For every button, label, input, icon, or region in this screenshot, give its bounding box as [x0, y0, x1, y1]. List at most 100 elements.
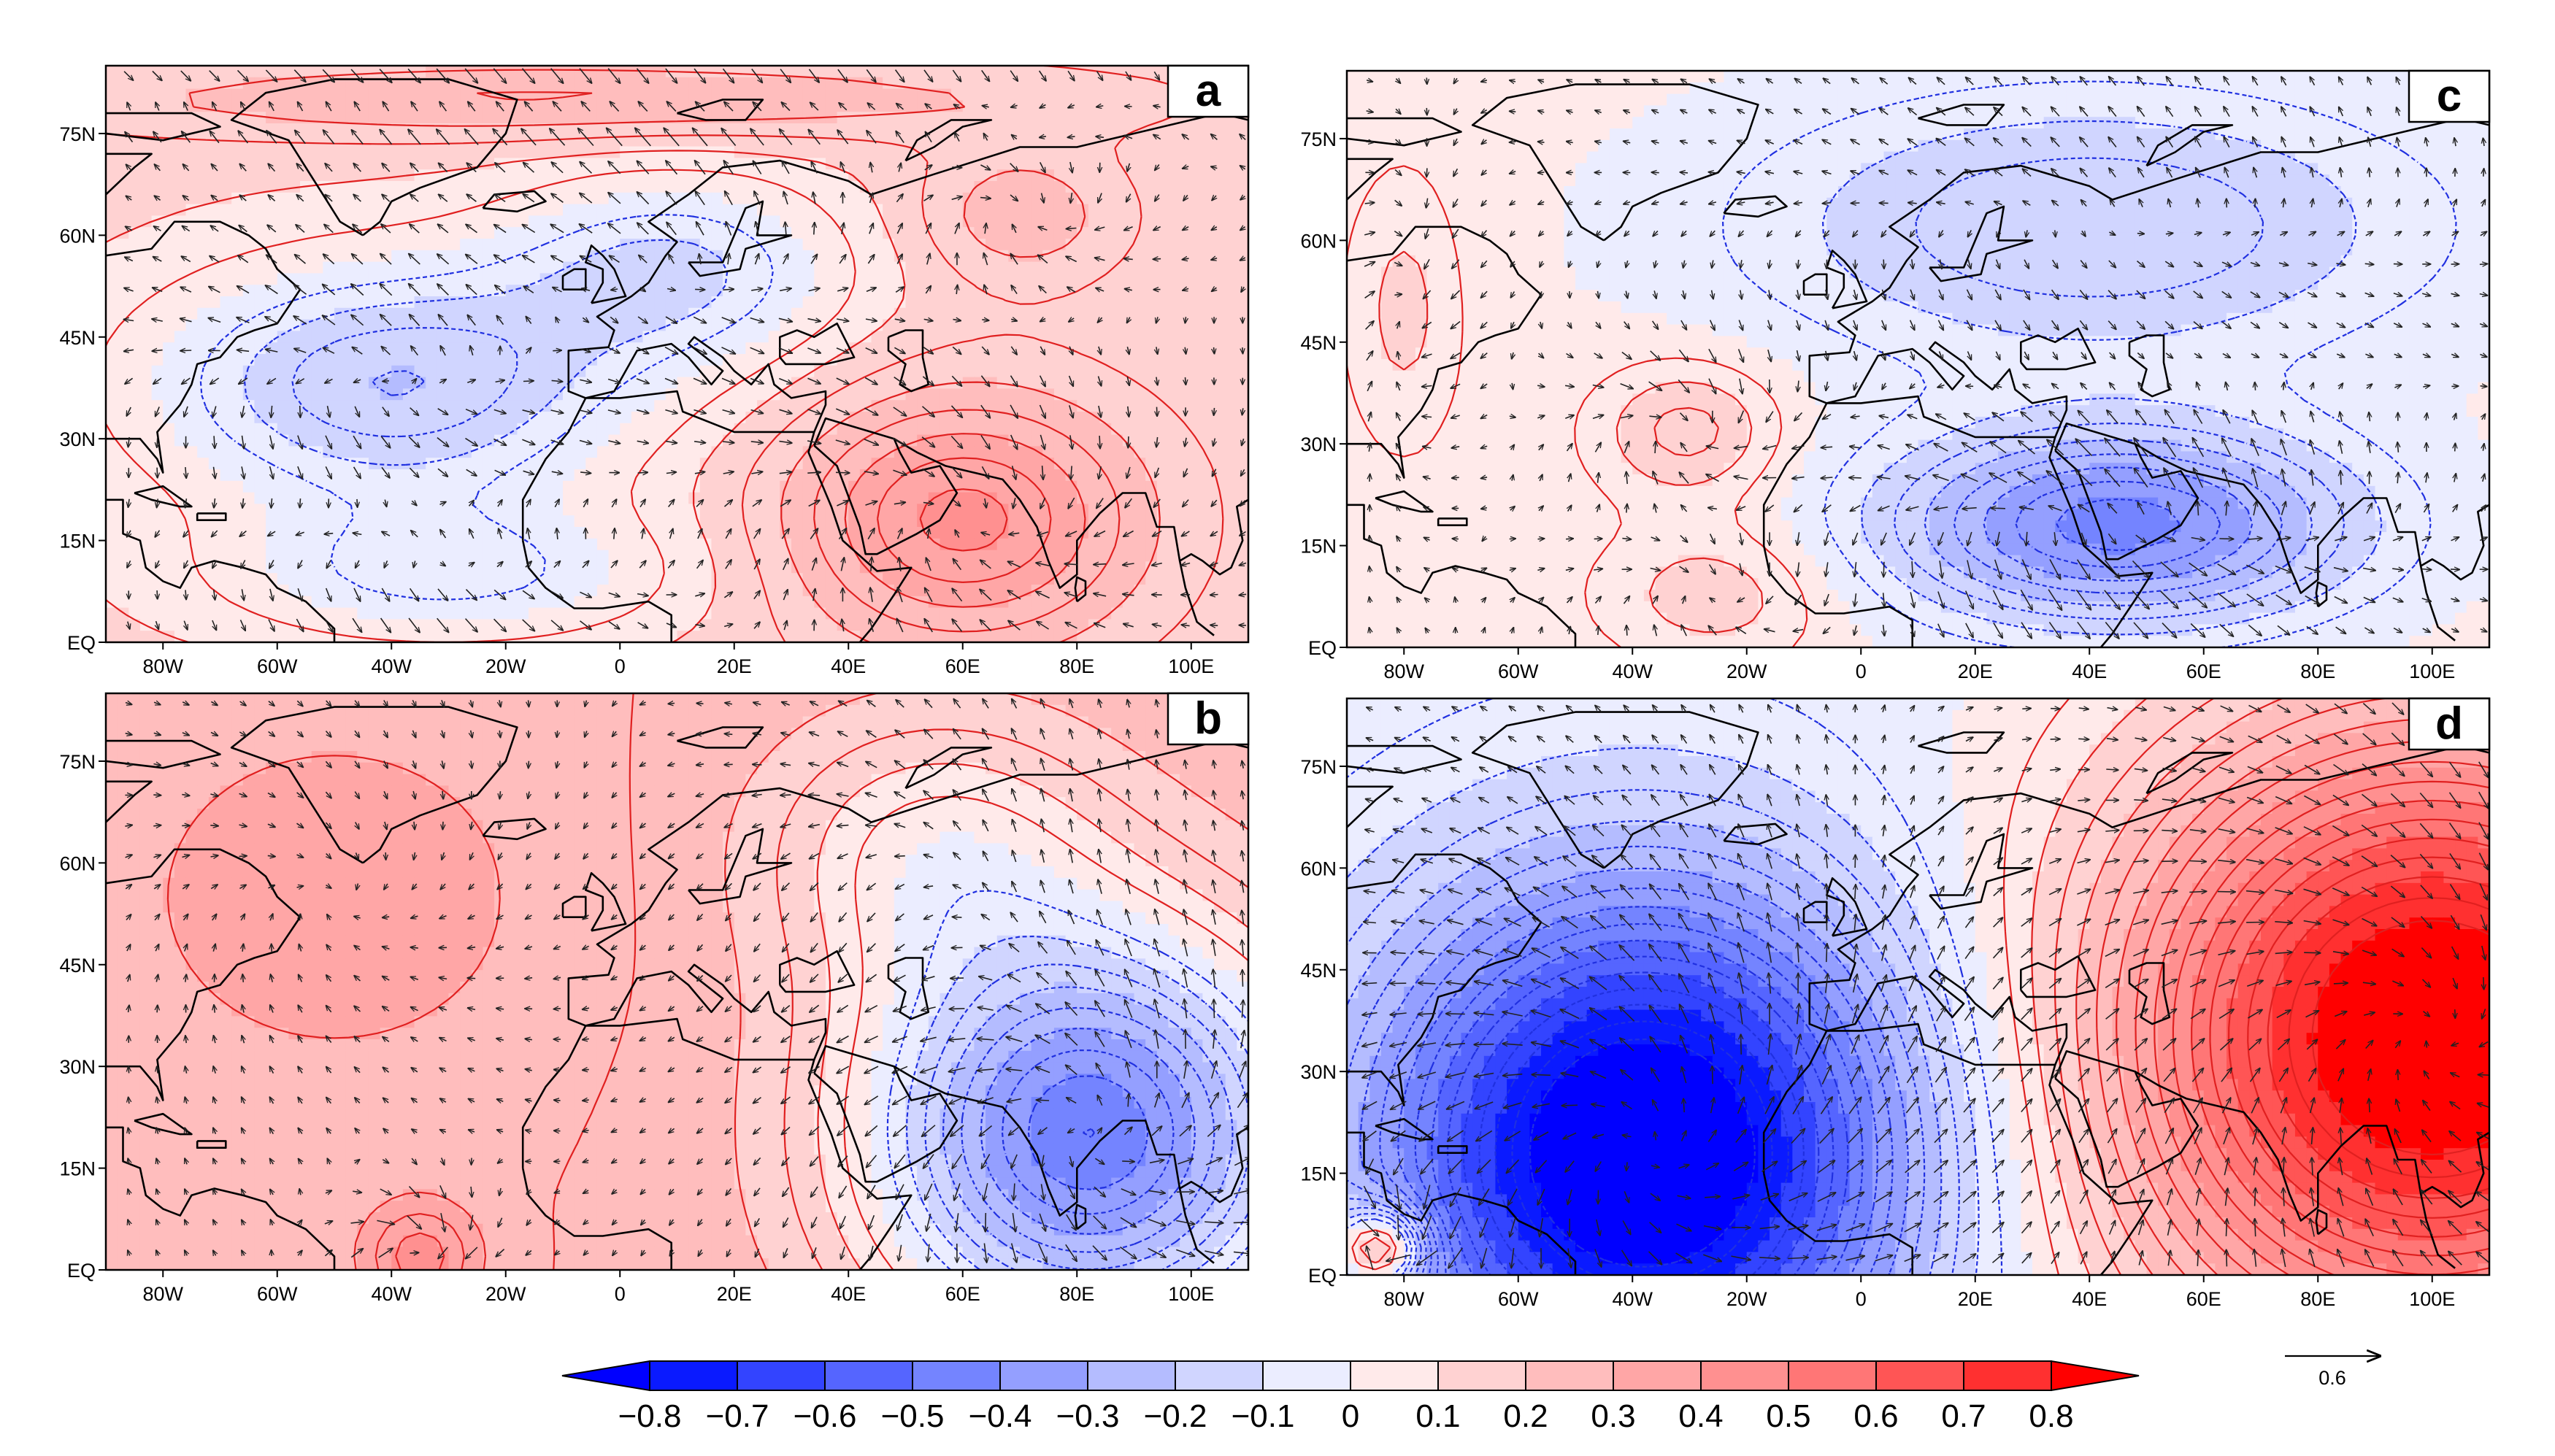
- x-tick-label: 80E: [2300, 660, 2335, 682]
- x-tick-label: 100E: [1168, 1283, 1214, 1305]
- colorbar-swatch: [649, 1360, 738, 1391]
- panel-frame: [1345, 697, 2491, 1276]
- y-tick-label: 30N: [1300, 434, 1337, 455]
- y-tick-label: 15N: [59, 531, 96, 552]
- map-panel-d: 80W 60W 40W 20W 0 20E 40E 60E 80E 100E 75N 60N 45N 30…: [1300, 697, 2491, 1310]
- colorbar-swatch: [1262, 1360, 1351, 1391]
- panel-label: c: [2437, 71, 2462, 121]
- panel-label-box: [2408, 69, 2491, 123]
- colorbar-swatch: [1350, 1360, 1439, 1391]
- wind-vectors: [1364, 77, 2488, 639]
- reference-vector: 0.6: [2285, 1356, 2380, 1389]
- y-tick-label: 30N: [59, 428, 96, 450]
- colorbar-label: 0.5: [1766, 1398, 1810, 1434]
- colorbar-label: −0.1: [1232, 1398, 1295, 1434]
- contour-lines: [1347, 80, 2457, 647]
- y-tick-label: 45N: [1300, 332, 1337, 354]
- x-tick-label: 0: [1856, 1288, 1867, 1310]
- y-tick-label: 15N: [59, 1158, 96, 1180]
- panel-frame: [104, 692, 1250, 1271]
- shaded-field: [106, 693, 1248, 1270]
- x-tick-label: 60W: [257, 1283, 298, 1305]
- shaded-field: [1347, 71, 2489, 647]
- panel-label: d: [2435, 698, 2463, 749]
- colorbar-label: 0.4: [1678, 1398, 1723, 1434]
- x-tick-label: 20W: [1726, 660, 1767, 682]
- x-tick-label: 0: [615, 655, 626, 677]
- colorbar-swatch: [737, 1360, 826, 1391]
- colorbar-label: 0.6: [1853, 1398, 1898, 1434]
- x-tick-label: 0: [1856, 660, 1867, 682]
- shaded-field: [1347, 698, 2489, 1275]
- y-tick-label: 75N: [59, 751, 96, 773]
- colorbar-swatch: [1963, 1360, 2052, 1391]
- colorbar-label: −0.8: [618, 1398, 682, 1434]
- x-tick-label: 40W: [1612, 1288, 1653, 1310]
- x-tick-label: 40W: [371, 1283, 412, 1305]
- colorbar-swatch: [1437, 1360, 1526, 1391]
- colorbar-low-end: [561, 1360, 650, 1392]
- x-tick-label: 100E: [2409, 660, 2455, 682]
- x-tick-label: 60E: [945, 655, 980, 677]
- colorbar-swatch: [1613, 1360, 1702, 1391]
- x-tick-label: 40E: [831, 655, 866, 677]
- y-tick-label: EQ: [67, 632, 96, 654]
- panel-label: b: [1194, 693, 1222, 744]
- coastlines: [1347, 711, 2489, 1275]
- x-tick-label: 60E: [2186, 1288, 2221, 1310]
- y-tick-label: 30N: [59, 1056, 96, 1078]
- x-tick-label: 20E: [717, 655, 752, 677]
- y-tick-label: 75N: [1300, 756, 1337, 778]
- panel-label-box: [1167, 64, 1250, 118]
- panel-frame: [1345, 69, 2491, 649]
- y-tick-label: 45N: [59, 327, 96, 349]
- colorbar-high-end: [2051, 1360, 2140, 1392]
- y-tick-label: 60N: [59, 225, 96, 247]
- coastlines: [1347, 83, 2489, 647]
- x-tick-label: 40E: [2072, 660, 2107, 682]
- colorbar-swatch: [1788, 1360, 1877, 1391]
- x-tick-label: 100E: [1168, 655, 1214, 677]
- colorbar-swatch: [824, 1360, 913, 1391]
- y-tick-label: EQ: [1308, 1265, 1337, 1287]
- y-tick-label: 75N: [1300, 128, 1337, 150]
- map-panel-a: 80W 60W 40W 20W 0 20E 40E 60E 80E 100E 75N 60N 45N 30…: [59, 64, 1250, 677]
- panel-frame: [104, 64, 1250, 644]
- colorbar-label: −0.4: [969, 1398, 1032, 1434]
- colorbar-label: −0.5: [881, 1398, 945, 1434]
- colorbar-label: 0.8: [2029, 1398, 2073, 1434]
- colorbar-swatch: [912, 1360, 1001, 1391]
- colorbar-swatch: [1175, 1360, 1264, 1391]
- colorbar-swatch: [1875, 1360, 1964, 1391]
- x-tick-label: 20E: [717, 1283, 752, 1305]
- coastlines: [106, 78, 1248, 642]
- colorbar-label: 0.1: [1415, 1398, 1460, 1434]
- x-tick-label: 60W: [1498, 1288, 1539, 1310]
- colorbar-swatch: [999, 1360, 1088, 1391]
- x-tick-label: 60W: [1498, 660, 1539, 682]
- x-tick-label: 80W: [1383, 1288, 1424, 1310]
- y-tick-label: 30N: [1300, 1061, 1337, 1083]
- y-tick-label: 75N: [59, 123, 96, 145]
- colorbar-swatch: [1525, 1360, 1614, 1391]
- x-tick-label: 80W: [142, 1283, 183, 1305]
- y-tick-label: 15N: [1300, 536, 1337, 558]
- colorbar-label: 0: [1342, 1398, 1359, 1434]
- colorbar-label: −0.3: [1056, 1398, 1120, 1434]
- x-tick-label: 20E: [1958, 660, 1993, 682]
- x-tick-label: 80W: [1383, 660, 1424, 682]
- reference-vector-label: 0.6: [2318, 1367, 2346, 1389]
- x-tick-label: 80E: [2300, 1288, 2335, 1310]
- y-tick-label: 60N: [1300, 230, 1337, 252]
- colorbar-label: −0.7: [706, 1398, 769, 1434]
- colorbar-label: −0.6: [794, 1398, 857, 1434]
- x-tick-label: 20W: [485, 655, 526, 677]
- x-tick-label: 40W: [371, 655, 412, 677]
- map-panel-b: 80W 60W 40W 20W 0 20E 40E 60E 80E 100E 75N 60N 45N 30…: [59, 692, 1250, 1305]
- x-tick-label: 0: [615, 1283, 626, 1305]
- x-tick-label: 80E: [1059, 1283, 1094, 1305]
- colorbar-label: 0.7: [1941, 1398, 1986, 1434]
- colorbar: −0.8 −0.7 −0.6 −0.5 −0.4 −0.3 −0.2 −0.1 0 0.1 0.2 0…: [561, 1360, 2140, 1434]
- x-tick-label: 40E: [831, 1283, 866, 1305]
- x-tick-label: 40E: [2072, 1288, 2107, 1310]
